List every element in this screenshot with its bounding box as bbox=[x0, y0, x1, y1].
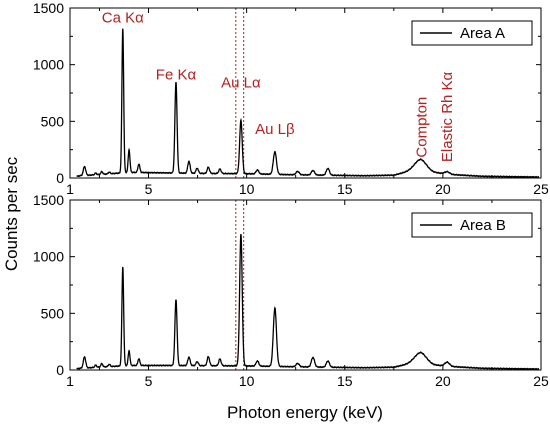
y-tick-label: 1500 bbox=[33, 192, 64, 208]
peak-annotation: Au Lβ bbox=[255, 121, 295, 138]
x-tick-label: 15 bbox=[337, 373, 353, 389]
x-tick-label: 10 bbox=[239, 373, 255, 389]
y-tick-label: 0 bbox=[56, 170, 64, 186]
x-tick-label: 5 bbox=[145, 181, 153, 197]
y-axis-label: Counts per sec bbox=[2, 156, 21, 271]
y-tick-label: 0 bbox=[56, 362, 64, 378]
x-tick-label: 20 bbox=[435, 181, 451, 197]
x-axis-label: Photon energy (keV) bbox=[227, 403, 383, 422]
peak-annotation: Au Lα bbox=[221, 74, 261, 91]
spectrum-line-area-b bbox=[76, 234, 540, 371]
y-tick-label: 1500 bbox=[33, 0, 64, 16]
y-tick-label: 500 bbox=[41, 113, 65, 129]
spectrum-line-area-a bbox=[76, 28, 540, 179]
y-tick-label: 1000 bbox=[33, 249, 64, 265]
peak-annotation: Ca Kα bbox=[102, 10, 144, 27]
peak-annotation: Fe Kα bbox=[156, 66, 197, 83]
x-tick-label: 10 bbox=[239, 181, 255, 197]
peak-annotation: Elastic Rh Kα bbox=[439, 71, 456, 162]
x-tick-label: 15 bbox=[337, 181, 353, 197]
x-tick-label: 1 bbox=[66, 373, 74, 389]
x-tick-label: 5 bbox=[145, 373, 153, 389]
x-tick-label: 1 bbox=[66, 181, 74, 197]
legend-label-area-a: Area A bbox=[460, 25, 505, 42]
peak-annotation: Compton bbox=[413, 97, 430, 158]
x-tick-label: 25 bbox=[533, 373, 549, 389]
y-tick-label: 500 bbox=[41, 305, 65, 321]
panel-a-marker-lines bbox=[235, 8, 245, 178]
x-tick-label: 25 bbox=[533, 181, 549, 197]
legend-area-a: Area A bbox=[411, 20, 533, 46]
legend-label-area-b: Area B bbox=[460, 217, 506, 234]
y-tick-label: 1000 bbox=[33, 57, 64, 73]
legend-area-b: Area B bbox=[411, 212, 533, 238]
x-tick-label: 20 bbox=[435, 373, 451, 389]
